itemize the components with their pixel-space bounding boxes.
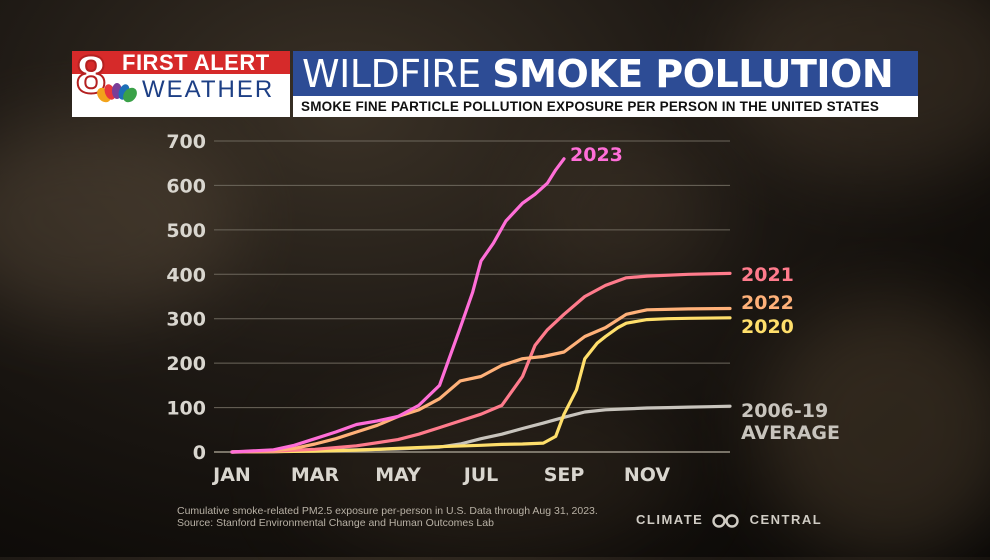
chart-subtitle: SMOKE FINE PARTICLE POLLUTION EXPOSURE P… (301, 99, 880, 114)
y-tick-label: 700 (166, 131, 206, 153)
x-tick-label: MAR (291, 464, 340, 486)
series-line (230, 306, 732, 454)
climate-central-credit: CLIMATE CENTRAL (636, 512, 822, 528)
x-tick-label: SEP (544, 464, 585, 486)
credit-left: CLIMATE (636, 512, 704, 527)
y-tick-label: 0 (193, 442, 206, 464)
series-line (230, 316, 732, 454)
y-tick-label: 500 (166, 220, 206, 242)
series-label-line: 2006-19 (741, 400, 828, 422)
y-tick-label: 300 (166, 309, 206, 331)
series-label-line: AVERAGE (741, 422, 840, 444)
series-label: 2020 (741, 316, 794, 338)
series-label-line: 2021 (741, 264, 794, 286)
series-label: 2006-19 AVERAGE (741, 400, 840, 444)
infinity-icon (712, 513, 740, 528)
y-tick-label: 400 (166, 264, 206, 286)
x-tick-label: NOV (624, 464, 671, 486)
series-label-line: 2020 (741, 316, 794, 338)
series-line (230, 157, 566, 454)
logo-red-bar (72, 51, 290, 74)
axis-labels: 0 100 200 300 400 500 600 700 JAN MAR MAY JUL SEP NOV (166, 131, 670, 486)
footnote-source: Source: Stanford Environmental Change an… (177, 517, 494, 529)
y-tick-label: 100 (166, 398, 206, 420)
station-logo: 8 FIRST ALERT WEATHER (72, 46, 290, 117)
title-bold: SMOKE POLLUTION (492, 52, 894, 96)
series-label: 2021 (741, 264, 794, 286)
logo-weather: WEATHER (142, 76, 275, 103)
y-tick-label: 200 (166, 353, 206, 375)
title-bar: WILDFIRE SMOKE POLLUTION (293, 51, 918, 96)
y-tick-label: 600 (166, 175, 206, 197)
series-label-line: 2023 (570, 144, 623, 166)
footnote-line-1: Cumulative smoke-related PM2.5 exposure … (177, 505, 598, 517)
series-label-line: 2022 (741, 292, 794, 314)
credit-right: CENTRAL (749, 512, 823, 527)
x-tick-label: JAN (211, 464, 251, 486)
series-label: 2022 (741, 292, 794, 314)
subtitle-bar: SMOKE FINE PARTICLE POLLUTION EXPOSURE P… (293, 96, 918, 117)
x-tick-label: MAY (375, 464, 421, 486)
series-lines (230, 157, 732, 454)
series-line (230, 271, 732, 454)
series-label: 2023 (570, 144, 623, 166)
footnote: Cumulative smoke-related PM2.5 exposure … (177, 505, 598, 529)
series-labels: 2006-19 AVERAGE 2020 2021 2022 2023 (570, 144, 840, 444)
logo-first-alert: FIRST ALERT (122, 50, 270, 75)
chart-title: WILDFIRE SMOKE POLLUTION (302, 51, 894, 98)
header-banner: 8 FIRST ALERT WEATHER WILDFIRE SMOKE POL… (72, 46, 918, 117)
title-regular: WILDFIRE (302, 52, 493, 96)
x-tick-label: JUL (462, 464, 499, 486)
peacock-icon (97, 83, 137, 103)
